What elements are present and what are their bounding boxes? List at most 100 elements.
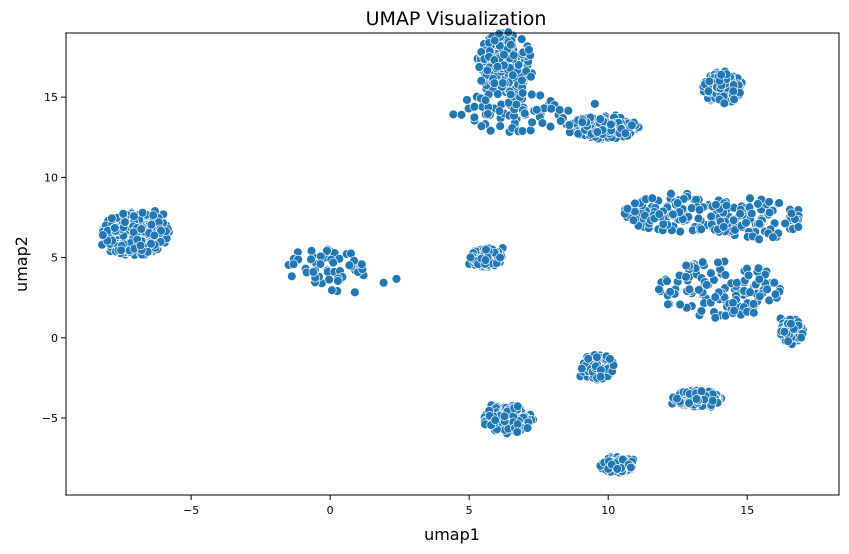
data-point	[489, 78, 500, 88]
data-point	[728, 215, 739, 226]
data-point	[554, 105, 565, 115]
data-point	[729, 305, 739, 316]
x-tick-label: −5	[183, 504, 199, 517]
data-point	[357, 259, 367, 270]
data-point	[628, 215, 639, 226]
data-point	[612, 464, 623, 474]
data-point	[620, 128, 631, 138]
data-point	[710, 292, 721, 302]
data-point	[711, 200, 721, 210]
data-point	[532, 105, 542, 115]
data-point	[796, 332, 806, 343]
data-point	[120, 217, 130, 227]
data-point	[681, 260, 691, 271]
y-axis-ticks: −5 0 5 10 15	[42, 91, 66, 425]
data-point	[287, 271, 297, 282]
data-point	[654, 284, 664, 295]
data-point	[719, 98, 730, 109]
data-point	[391, 274, 402, 284]
data-point	[448, 109, 459, 120]
data-point	[753, 199, 763, 209]
data-point	[729, 94, 739, 105]
data-point	[135, 240, 146, 251]
data-point	[556, 116, 566, 126]
y-tick-label: 10	[44, 171, 58, 184]
data-point	[480, 95, 491, 106]
data-point	[545, 121, 556, 132]
data-point	[508, 70, 518, 80]
data-point	[696, 386, 707, 396]
data-point	[564, 120, 575, 130]
data-point	[793, 222, 804, 232]
data-point	[675, 299, 685, 310]
data-point	[527, 117, 537, 128]
data-point	[764, 207, 775, 218]
data-point	[746, 208, 757, 219]
data-point	[774, 198, 784, 208]
data-point	[156, 225, 166, 236]
data-point	[754, 234, 764, 245]
data-point	[136, 224, 147, 234]
data-point	[527, 89, 537, 100]
data-point	[626, 462, 636, 473]
data-point	[694, 285, 704, 295]
data-point	[498, 78, 508, 88]
data-point	[684, 284, 695, 295]
data-point	[728, 86, 739, 96]
y-tick-label: −5	[42, 412, 58, 425]
data-point	[592, 127, 603, 137]
x-tick-label: 15	[740, 504, 754, 517]
data-point	[469, 112, 480, 123]
data-point	[476, 121, 487, 131]
data-point	[681, 272, 691, 282]
data-point	[116, 245, 126, 256]
data-point	[129, 211, 139, 221]
data-point	[148, 210, 158, 221]
data-point	[322, 246, 332, 256]
data-point	[706, 268, 716, 278]
data-point	[735, 208, 745, 219]
data-point	[476, 75, 487, 86]
data-point	[110, 223, 120, 233]
data-point	[98, 230, 108, 240]
data-point	[741, 218, 751, 228]
chart-title: UMAP Visualization	[366, 8, 547, 30]
data-point	[511, 99, 522, 110]
data-point	[118, 209, 128, 219]
data-point	[537, 118, 548, 128]
data-point	[720, 270, 731, 280]
data-point	[786, 318, 796, 329]
data-point	[524, 45, 534, 55]
data-point	[762, 284, 772, 295]
data-point	[324, 274, 334, 285]
data-point	[592, 352, 602, 363]
data-point	[710, 313, 721, 323]
data-point	[535, 90, 545, 101]
x-tick-label: 0	[327, 504, 334, 517]
y-axis-label: umap2	[12, 236, 31, 292]
data-point	[492, 61, 503, 72]
data-point	[495, 121, 505, 131]
data-point	[654, 209, 665, 219]
data-point	[577, 363, 587, 374]
data-point	[707, 396, 718, 406]
data-point	[745, 193, 755, 203]
data-point	[506, 39, 516, 50]
data-points	[97, 27, 808, 478]
data-point	[517, 75, 527, 86]
data-point	[622, 204, 633, 214]
data-point	[647, 193, 658, 203]
plot-frame	[65, 32, 840, 496]
data-point	[721, 200, 732, 211]
data-point	[605, 354, 615, 364]
x-tick-label: 10	[601, 504, 615, 517]
data-point	[474, 62, 485, 72]
data-point	[499, 411, 510, 422]
data-point	[694, 205, 705, 215]
data-point	[146, 219, 157, 230]
y-tick-label: 15	[44, 91, 58, 104]
data-point	[780, 218, 790, 229]
data-point	[482, 65, 493, 76]
data-point	[779, 327, 790, 337]
data-point	[701, 280, 712, 290]
